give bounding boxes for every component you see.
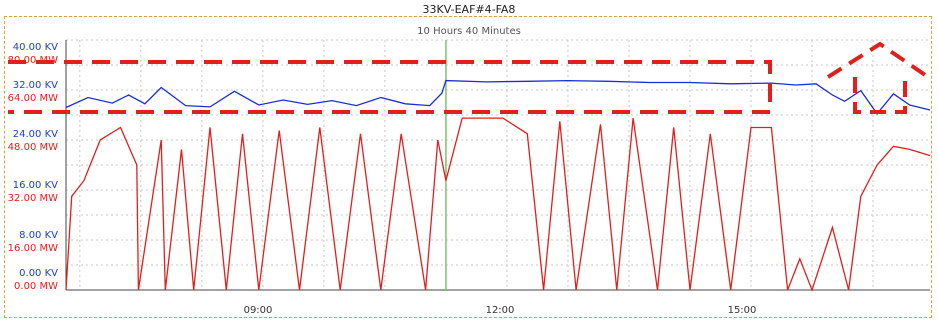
y-tick-kv-16: 16.00 KV [13,180,58,191]
y-tick-mw-16: 16.00 MW [8,243,58,254]
chart-subtitle: 10 Hours 40 Minutes [417,26,521,37]
y-tick-kv-8: 8.00 KV [19,230,58,241]
y-tick-mw-64: 64.00 MW [8,93,58,104]
y-tick-kv-0: 0.00 KV [19,268,58,279]
x-tick-0900: 09:00 [244,305,273,316]
y-tick-mw-80: 80.00 MW [8,55,58,66]
y-tick-mw-48: 48.00 MW [8,142,58,153]
highlight-box-right [826,41,930,114]
y-tick-kv-24: 24.00 KV [13,129,58,140]
y-tick-mw-0: 0.00 MW [14,281,58,292]
highlight-box-left [8,60,772,114]
series-layer [65,79,931,292]
chart-frame [4,16,932,318]
series-line-mw [65,117,931,292]
x-tick-1500: 15:00 [728,305,757,316]
series-line-kv [65,79,931,115]
y-tick-kv-40: 40.00 KV [13,42,58,53]
y-tick-kv-32: 32.00 KV [13,80,58,91]
y-tick-mw-32: 32.00 MW [8,193,58,204]
chart-title: 33KV-EAF#4-FA8 [422,3,516,16]
x-tick-1200: 12:00 [486,305,515,316]
grid-layer [65,39,930,291]
